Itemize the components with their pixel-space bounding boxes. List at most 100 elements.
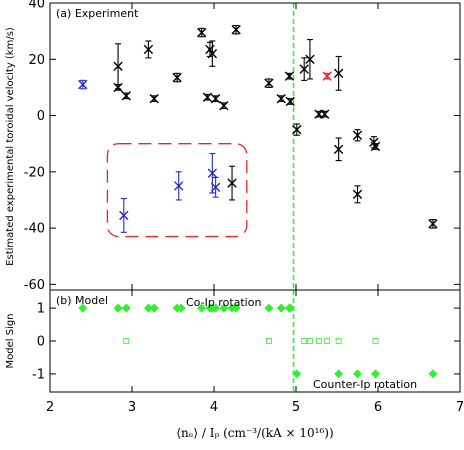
y-tick-label-a: -20	[24, 165, 45, 180]
cross-marker	[210, 93, 221, 104]
data-point-black	[284, 71, 295, 81]
data-point-black	[285, 96, 295, 107]
x-tick-label: 4	[210, 400, 218, 415]
model-zero-point	[307, 338, 313, 344]
cross-marker	[333, 144, 344, 155]
y-tick-label-a: -60	[24, 278, 45, 293]
cross-marker	[369, 137, 379, 147]
data-point-black	[369, 136, 379, 149]
cross-marker	[172, 72, 182, 83]
model-sign-point	[292, 369, 302, 379]
panel-a-frame	[49, 2, 461, 291]
cross-marker	[276, 93, 286, 104]
model-sign-point	[353, 369, 362, 379]
model-sign-point	[143, 303, 153, 313]
data-point-black	[333, 55, 344, 91]
panel-a-ticks: -60 -40 -20 0 20 40	[24, 0, 461, 293]
cross-marker	[210, 182, 221, 192]
data-point-black	[370, 141, 381, 152]
cross-marker	[299, 64, 309, 74]
panel-a: -60 -40 -20 0 20 40 (a) Experiment Estimated …	[5, 0, 461, 293]
data-point-black	[292, 123, 302, 136]
panel-a-label: (a) Experiment	[56, 7, 139, 20]
data-point-blue	[207, 152, 218, 194]
model-sign-point	[197, 303, 207, 313]
data-point-blue	[210, 176, 221, 198]
data-point-blue	[174, 171, 184, 201]
data-point-black	[219, 101, 229, 111]
model-sign-point	[149, 303, 159, 313]
data-point-black	[113, 82, 123, 93]
y-tick-label-a: 40	[28, 0, 45, 12]
cross-marker	[322, 71, 332, 81]
model-sign-point	[231, 303, 241, 313]
panel-b-markers	[78, 303, 438, 379]
model-sign-point	[78, 303, 88, 313]
panel-b-ylabel: Model Sign	[5, 313, 16, 368]
y-tick-label-a: -40	[24, 222, 45, 237]
data-point-black	[149, 93, 159, 104]
x-tick-label: 5	[292, 400, 300, 415]
data-point-black	[299, 57, 309, 81]
data-point-black	[210, 93, 221, 104]
cross-marker	[219, 101, 229, 111]
cross-marker	[285, 96, 295, 107]
x-tick-label: 6	[374, 400, 382, 415]
cross-marker	[202, 92, 213, 102]
cross-marker	[352, 130, 363, 140]
model-zero-point	[372, 338, 379, 344]
cross-marker	[113, 61, 123, 72]
y-tick-label-a: 0	[37, 109, 45, 124]
x-tick-label: 3	[128, 400, 136, 415]
data-point-black	[231, 24, 241, 35]
model-sign-point	[176, 303, 186, 313]
cross-marker	[174, 181, 184, 191]
cross-marker	[207, 168, 218, 178]
x-tick-label: 2	[46, 400, 54, 415]
cross-marker	[227, 178, 237, 188]
cross-marker	[121, 91, 131, 101]
cross-marker	[119, 210, 129, 221]
co-ip-annotation: Co-Ip rotation	[186, 296, 261, 309]
cross-marker	[320, 109, 330, 119]
model-zero-point	[316, 338, 322, 344]
highlight-box	[106, 143, 248, 238]
y-tick-label-b: 1	[37, 302, 45, 317]
cross-marker	[305, 54, 315, 64]
cross-marker	[292, 124, 302, 135]
panel-b: -1 0 1 2 3 4 5 6 7 (b) Model Co-Ip rotation Coun…	[5, 289, 464, 440]
data-point-black	[352, 129, 363, 142]
panel-a-markers	[78, 24, 438, 233]
data-point-blue	[78, 79, 88, 90]
x-tick-label: 7	[456, 400, 464, 415]
model-sign-point	[428, 369, 438, 379]
data-point-black	[197, 27, 207, 38]
data-point-black	[113, 43, 123, 90]
model-zero-point	[324, 338, 331, 344]
cross-marker	[370, 141, 381, 152]
cross-marker	[113, 82, 123, 93]
model-zero-point	[266, 338, 272, 344]
cross-marker	[284, 71, 295, 81]
data-point-black	[207, 40, 218, 67]
data-point-black	[333, 137, 344, 162]
y-tick-label-a: 20	[28, 53, 45, 68]
data-point-blue	[119, 198, 129, 233]
cross-marker	[149, 93, 159, 104]
data-point-black	[305, 39, 315, 80]
x-axis-label: ⟨nₑ⟩ / Iₚ (cm⁻³/(kA × 10¹⁶))	[176, 426, 333, 440]
model-sign-point	[121, 303, 131, 313]
data-point-black	[143, 40, 154, 59]
cross-marker	[333, 68, 344, 79]
model-sign-point	[211, 303, 221, 313]
data-point-black	[227, 165, 237, 201]
model-sign-point	[264, 303, 274, 313]
data-point-black	[202, 92, 213, 102]
data-point-black	[172, 72, 182, 83]
y-tick-label-b: 0	[37, 335, 45, 350]
panel-b-frame	[49, 289, 461, 393]
model-sign-point	[219, 303, 229, 313]
data-point-black	[276, 93, 286, 104]
panel-b-label: (b) Model	[56, 294, 108, 307]
data-point-black	[428, 219, 438, 229]
